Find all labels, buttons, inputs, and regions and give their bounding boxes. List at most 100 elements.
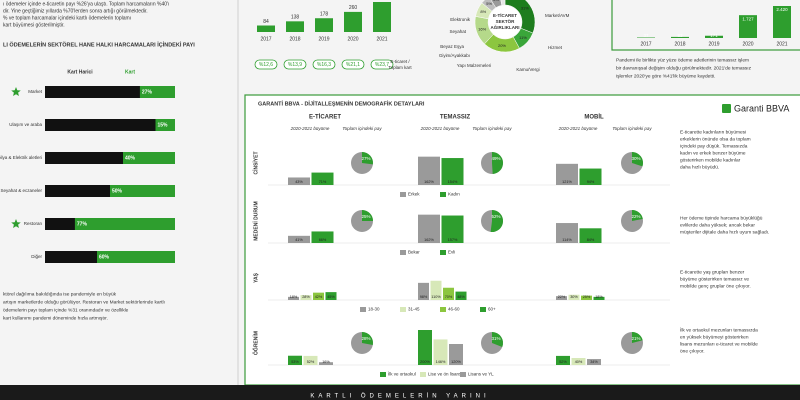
star-icon <box>11 219 21 229</box>
legend-swatch <box>440 307 446 312</box>
bar <box>311 231 334 243</box>
note-line: E-ticarette kadınların büyümesi <box>680 129 746 135</box>
row-label: ÖĞRENİM <box>251 331 259 355</box>
note-line: büyüme gösterirken temassız ve <box>680 276 749 282</box>
card-value: 50% <box>112 188 123 194</box>
bar <box>257 25 275 32</box>
bar-value: 388 <box>378 0 387 1</box>
bar-value: 34% <box>590 360 598 364</box>
bar <box>773 6 791 38</box>
bar <box>418 282 429 300</box>
donut-title: SEKTÖR <box>496 18 516 24</box>
bar <box>556 355 570 365</box>
group-growth: 2020-2021 büyüme <box>420 126 460 131</box>
legend-swatch <box>480 307 486 312</box>
row-label: MEDENİ DURUM <box>252 201 259 240</box>
legend-swatch <box>360 307 366 312</box>
bar-value: 66% <box>319 238 327 242</box>
pie-slice <box>362 210 373 221</box>
card-value: 15% <box>158 122 169 128</box>
bar <box>449 344 463 365</box>
bar <box>671 36 689 38</box>
pill <box>254 59 278 70</box>
year-label: 2021 <box>776 41 787 47</box>
slice-value: 6% <box>493 0 499 2</box>
bar-value: 43% <box>295 180 303 184</box>
bar-value: 98% <box>420 295 428 299</box>
group-share: Toplam içindeki pay <box>472 126 512 131</box>
slice-value: 31% <box>521 6 529 11</box>
bar <box>739 15 757 39</box>
logo-icon <box>722 104 731 113</box>
pie-slice <box>632 210 643 221</box>
bar <box>288 296 299 300</box>
row-label: Restoran <box>24 221 43 226</box>
bar-value: 120% <box>451 360 461 364</box>
year-label: 2017 <box>640 41 651 47</box>
star-icon <box>11 87 21 97</box>
note-line: artışın marketlerde olduğu görülüyor. Re… <box>3 299 165 305</box>
contactless-text: Pandemi ile birlikte yüz yüze ödeme adet… <box>616 57 749 63</box>
legend-swatch <box>440 192 446 197</box>
legend-label: Bekar <box>408 250 420 255</box>
slice-label: Seyahat <box>449 29 466 34</box>
bar-value: 162% <box>424 180 434 184</box>
group-share: Toplam içindeki pay <box>342 126 382 131</box>
note-line: lisans mezunları e-ticaret ve mobilde <box>680 341 758 347</box>
sector-title: LI ÖDEMELERİN SEKTÖREL HANE HALKI HARCAM… <box>3 41 195 48</box>
year-label: 2019 <box>318 36 329 42</box>
card-bar <box>155 119 175 131</box>
bar-value: 28% <box>302 295 310 299</box>
bar-value: 45% <box>327 295 335 299</box>
bar <box>311 172 334 185</box>
slice-label: Elektronik <box>450 17 471 22</box>
logo: Garanti BBVA <box>734 103 789 113</box>
bar-value: 37 <box>643 33 649 38</box>
note-line: en yüksek büyümeyi gösterirken <box>680 334 749 340</box>
row-label: CİNSİYET <box>252 151 259 174</box>
legend-swatch <box>380 372 386 377</box>
pie-slice <box>362 152 373 165</box>
slice-label: Kamu/Vergi <box>516 67 539 72</box>
pill-label: %12,6 <box>259 62 273 68</box>
bar <box>441 215 464 243</box>
bar-value: 53% <box>291 360 299 364</box>
legend-label: 60+ <box>488 307 496 312</box>
bar-value: 154% <box>448 180 458 184</box>
pie-label: 27% <box>361 156 370 161</box>
legend-swatch <box>440 250 446 255</box>
bar <box>430 280 442 300</box>
bar <box>300 295 312 300</box>
intro-line: kart büyümesi gösterilmiştir. <box>3 22 65 28</box>
pie-slice <box>492 151 504 174</box>
column-header: Kart Harici <box>67 69 93 75</box>
bar <box>418 214 440 243</box>
bar <box>288 235 310 243</box>
bar-value: 94% <box>587 180 595 184</box>
legend-swatch <box>420 372 426 377</box>
pie-slice <box>490 209 504 232</box>
note-line: kadın ve erkek benzer büyüme <box>680 150 746 156</box>
year-label: 2020 <box>347 36 358 42</box>
slice-value: 11% <box>519 35 527 40</box>
legend-label: Lise ve ön lisans <box>428 372 462 377</box>
demographics-title: GARANTİ BBVA - DİJİTALLEŞMENİN DEMOGRAFİ… <box>258 100 425 107</box>
note-line: E-ticarette yaş grupları benzer <box>680 269 745 275</box>
card-value: 60% <box>99 254 110 260</box>
pie-slice <box>362 332 374 346</box>
bar <box>443 287 454 300</box>
note-line: ktörel dağılıma bakıldığında ise pandemi… <box>3 291 117 297</box>
legend-swatch <box>460 372 466 377</box>
contactless-text: işlemler 2020'ye göre %41'lik büyüme kay… <box>616 73 715 79</box>
note-line: müşteriler dijitale daha hızlı uyum sağl… <box>680 229 769 235</box>
note-line: İlk ve ortaokul mezunları temassızda <box>680 326 758 333</box>
bar-value: 171 <box>710 33 718 38</box>
bar <box>579 168 602 185</box>
note-line: mobilde genç gruplar öne çıkıyor. <box>680 283 751 289</box>
bar-value: 52% <box>307 360 315 364</box>
bar <box>579 228 602 243</box>
pie-label: 21% <box>631 336 640 341</box>
bar <box>418 156 440 185</box>
bar-value: 30% <box>570 295 578 299</box>
